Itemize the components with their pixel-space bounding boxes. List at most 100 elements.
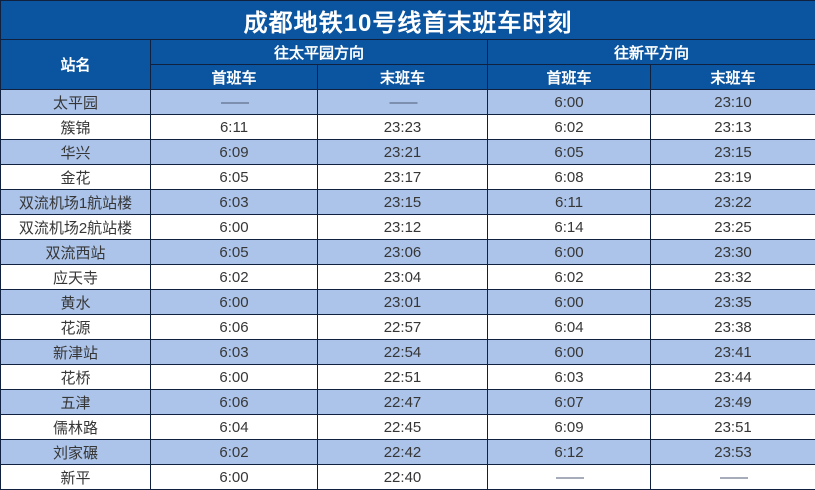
time-cell: 23:32 <box>651 265 815 290</box>
time-cell: 23:15 <box>318 190 488 215</box>
time-cell: 6:11 <box>488 190 651 215</box>
time-cell: 6:03 <box>151 190 318 215</box>
time-cell: 6:00 <box>488 90 651 115</box>
page-title: 成都地铁10号线首末班车时刻 <box>1 1 815 40</box>
time-cell: 23:22 <box>651 190 815 215</box>
direction-header-row: 站名 往太平园方向 往新平方向 <box>1 40 815 65</box>
time-cell: 23:44 <box>651 365 815 390</box>
station-cell: 华兴 <box>1 140 151 165</box>
station-cell: 双流机场1航站楼 <box>1 190 151 215</box>
station-cell: 新津站 <box>1 340 151 365</box>
station-cell: 双流机场2航站楼 <box>1 215 151 240</box>
time-cell: 22:51 <box>318 365 488 390</box>
time-cell: 6:03 <box>151 340 318 365</box>
time-cell: 6:04 <box>488 315 651 340</box>
time-cell: 6:03 <box>488 365 651 390</box>
time-cell: 6:00 <box>151 465 318 490</box>
time-cell: 23:38 <box>651 315 815 340</box>
time-cell: 23:13 <box>651 115 815 140</box>
header-first-train-taipingyuan: 首班车 <box>151 65 318 90</box>
station-cell: 双流西站 <box>1 240 151 265</box>
time-cell: 22:54 <box>318 340 488 365</box>
header-first-train-xinping: 首班车 <box>488 65 651 90</box>
time-cell: —— <box>318 90 488 115</box>
header-direction-xinping: 往新平方向 <box>488 40 815 65</box>
time-cell: 6:05 <box>488 140 651 165</box>
time-cell: 23:01 <box>318 290 488 315</box>
station-cell: 簇锦 <box>1 115 151 140</box>
station-cell: 金花 <box>1 165 151 190</box>
station-cell: 新平 <box>1 465 151 490</box>
time-cell: 22:45 <box>318 415 488 440</box>
station-cell: 应天寺 <box>1 265 151 290</box>
time-cell: 6:02 <box>488 265 651 290</box>
time-cell: 23:25 <box>651 215 815 240</box>
time-cell: 6:14 <box>488 215 651 240</box>
time-cell: 6:05 <box>151 165 318 190</box>
header-station-name: 站名 <box>1 40 151 90</box>
time-cell: 6:05 <box>151 240 318 265</box>
time-cell: 22:42 <box>318 440 488 465</box>
time-cell: 23:19 <box>651 165 815 190</box>
time-cell: 6:00 <box>488 340 651 365</box>
time-cell: 23:15 <box>651 140 815 165</box>
station-cell: 五津 <box>1 390 151 415</box>
time-cell: 23:21 <box>318 140 488 165</box>
time-cell: —— <box>651 465 815 490</box>
time-cell: 6:06 <box>151 390 318 415</box>
station-cell: 花源 <box>1 315 151 340</box>
time-cell: 23:23 <box>318 115 488 140</box>
time-cell: 23:04 <box>318 265 488 290</box>
time-cell: 23:06 <box>318 240 488 265</box>
time-cell: 23:53 <box>651 440 815 465</box>
time-cell: 23:35 <box>651 290 815 315</box>
time-cell: 6:04 <box>151 415 318 440</box>
time-cell: 6:00 <box>488 290 651 315</box>
time-cell: 22:47 <box>318 390 488 415</box>
header-last-train-taipingyuan: 末班车 <box>318 65 488 90</box>
time-cell: 6:11 <box>151 115 318 140</box>
time-cell: 6:06 <box>151 315 318 340</box>
time-cell: 23:30 <box>651 240 815 265</box>
time-cell: 23:17 <box>318 165 488 190</box>
time-cell: —— <box>151 90 318 115</box>
time-cell: 23:49 <box>651 390 815 415</box>
time-cell: 6:09 <box>151 140 318 165</box>
time-cell: 23:41 <box>651 340 815 365</box>
title-row: 成都地铁10号线首末班车时刻 <box>1 1 815 40</box>
time-cell: 6:02 <box>488 115 651 140</box>
station-cell: 花桥 <box>1 365 151 390</box>
time-cell: 22:57 <box>318 315 488 340</box>
time-cell: 23:10 <box>651 90 815 115</box>
time-cell: 6:02 <box>151 440 318 465</box>
time-cell: 6:12 <box>488 440 651 465</box>
header-last-train-xinping: 末班车 <box>651 65 815 90</box>
station-cell: 太平园 <box>1 90 151 115</box>
time-cell: 6:02 <box>151 265 318 290</box>
time-cell: —— <box>488 465 651 490</box>
time-cell: 6:00 <box>488 240 651 265</box>
time-cell: 23:51 <box>651 415 815 440</box>
station-cell: 黄水 <box>1 290 151 315</box>
station-cell: 儒林路 <box>1 415 151 440</box>
header-direction-taipingyuan: 往太平园方向 <box>151 40 488 65</box>
time-cell: 23:12 <box>318 215 488 240</box>
time-cell: 6:08 <box>488 165 651 190</box>
